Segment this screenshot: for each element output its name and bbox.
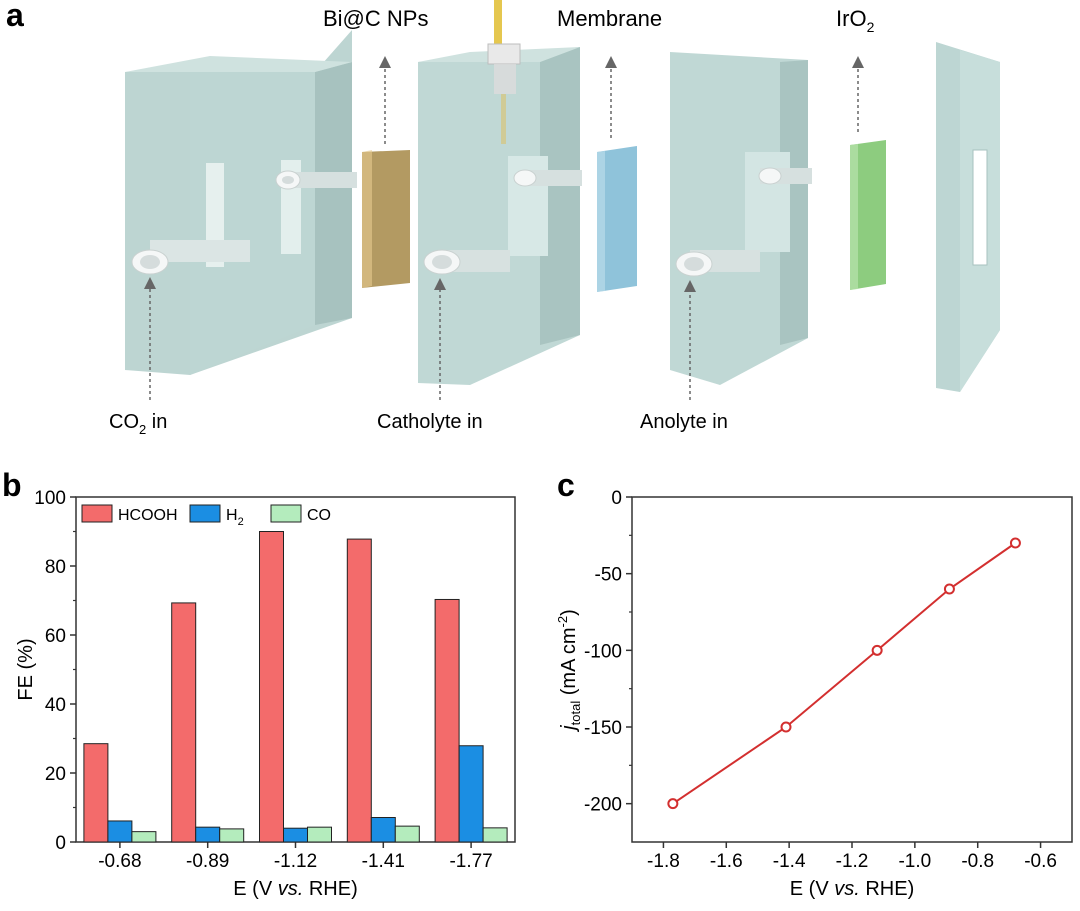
legend-swatch-hcooh [81, 504, 113, 523]
panel-b: b 0 20 40 60 80 100 -0.68 -0.89 -1.12 -1.41 -1.77 E… [2, 467, 516, 900]
data-point [667, 798, 679, 810]
bar-co [131, 831, 157, 843]
bar-hcooh [346, 538, 372, 843]
x-tick-label: -1.8 [647, 851, 680, 872]
y-tick-label: -150 [584, 718, 622, 739]
y-tick-label: -200 [584, 795, 622, 816]
bi-c-electrode [362, 150, 410, 288]
x-tick-label: -0.6 [1024, 851, 1057, 872]
plate-catholyte-chamber [418, 0, 582, 385]
data-point [1009, 537, 1021, 549]
y-axis-label: FE (%) [15, 638, 37, 700]
x-tick-label: -0.8 [961, 851, 994, 872]
x-axis-label: E (V vs. RHE) [233, 878, 357, 900]
data-point [780, 721, 792, 733]
x-tick-label: -0.89 [186, 851, 229, 872]
panel-a-label: a [6, 0, 24, 33]
y-tick-label: 0 [611, 488, 622, 509]
bar-hcooh [171, 602, 197, 843]
panel-a: a Bi@C NPs [6, 0, 1000, 437]
x-tick-label: -1.2 [836, 851, 869, 872]
iro2-label: IrO2 [836, 6, 875, 35]
membrane-label: Membrane [557, 6, 662, 31]
bar-co [394, 825, 420, 843]
x-tick-label: -1.4 [773, 851, 806, 872]
current-density-chart: 0 -50 -100 -150 -200 -1.8 -1.6 -1.4 -1.2 -1.0 -0.8… [555, 488, 1073, 900]
anolyte-in-label: Anolyte in [640, 411, 728, 433]
bar-hcooh [259, 531, 284, 843]
reference-electrode [494, 0, 502, 50]
panel-b-label: b [2, 467, 22, 503]
co2-in-label: CO2 in [109, 411, 167, 437]
plate-anolyte-chamber [670, 52, 812, 385]
y-tick-label: 60 [45, 626, 66, 647]
legend-label-co: CO [307, 507, 331, 524]
y-tick-label: -100 [584, 641, 622, 662]
bar-co [307, 826, 332, 843]
bar-co [219, 828, 245, 843]
x-tick-label: -1.77 [449, 851, 492, 872]
y-tick-label: 100 [34, 488, 66, 509]
bar-h2 [195, 826, 221, 843]
legend-label-hcooh: HCOOH [118, 507, 178, 524]
bi-c-label: Bi@C NPs [323, 6, 428, 31]
legend-label-h2: H2 [226, 507, 244, 528]
data-point [871, 644, 883, 656]
legend-swatch-h2 [189, 504, 221, 523]
y-tick-label: -50 [595, 565, 622, 586]
panel-c-label: c [557, 467, 575, 503]
x-tick-label: -1.12 [274, 851, 317, 872]
x-axis-label: E (V vs. RHE) [790, 878, 914, 900]
x-tick-label: -1.0 [898, 851, 931, 872]
y-tick-label: 20 [45, 764, 66, 785]
bar-hcooh [434, 598, 460, 843]
series-line [672, 542, 1017, 805]
bar-h2 [458, 745, 484, 843]
panel-c: c 0 -50 -100 -150 -200 -1.8 -1.6 -1.4 -1.2 -1.0 -0… [555, 467, 1073, 900]
data-point [943, 583, 955, 595]
bar-h2 [283, 827, 308, 843]
catholyte-in-label: Catholyte in [377, 411, 483, 433]
fe-bar-chart: 0 20 40 60 80 100 -0.68 -0.89 -1.12 -1.41 -1.77 E (… [15, 488, 516, 900]
bar-h2 [370, 817, 396, 843]
bar-hcooh [83, 743, 109, 843]
y-tick-label: 40 [45, 695, 66, 716]
x-tick-label: -1.41 [362, 851, 405, 872]
x-tick-label: -0.68 [98, 851, 141, 872]
y-tick-label: 0 [55, 833, 66, 854]
legend-swatch-co [270, 504, 302, 523]
x-tick-label: -1.6 [710, 851, 743, 872]
bar-h2 [107, 820, 133, 843]
bar-co [482, 827, 508, 843]
membrane [597, 146, 637, 292]
y-axis-label: jtotal (mA cm-2) [555, 609, 583, 733]
plate-co2-chamber [125, 30, 357, 375]
end-plate [936, 42, 1000, 392]
y-tick-label: 80 [45, 557, 66, 578]
iro2-electrode [850, 140, 886, 290]
